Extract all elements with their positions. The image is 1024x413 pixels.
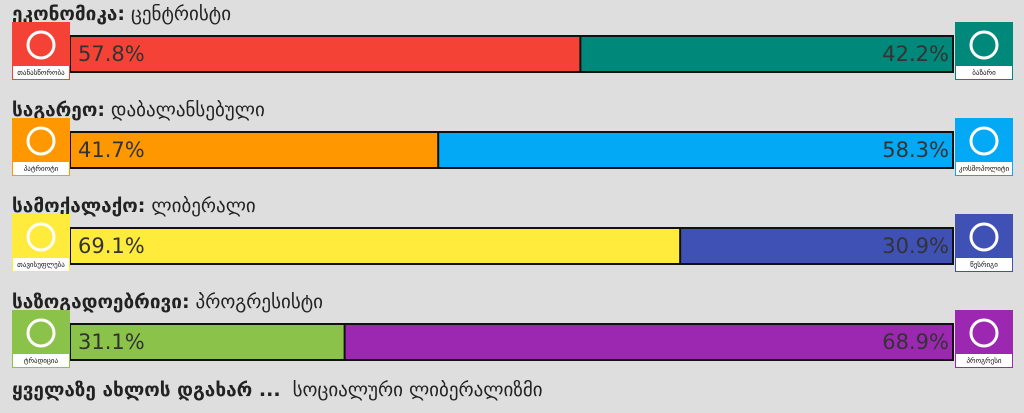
icon-label: თავისუფლება — [17, 261, 65, 269]
left-bar — [70, 228, 681, 264]
closest-ideology: სოციალური ლიბერალიზმი — [293, 379, 543, 401]
left-bar — [70, 324, 345, 360]
icon-label: ბაზარი — [972, 68, 996, 77]
axis-result: დაბალანსებული — [111, 99, 265, 121]
right-percent: 58.3% — [882, 138, 949, 162]
icon-symbol — [26, 30, 56, 60]
left-bar — [70, 132, 439, 168]
icon-symbol — [26, 222, 56, 252]
axis-title: საგარეო: დაბალანსებული — [12, 99, 265, 121]
icon-label: პატრიოტი — [24, 164, 59, 173]
icon-symbol — [26, 126, 56, 156]
icon-label-bg — [956, 258, 1012, 271]
axis-result: ლიბერალი — [151, 195, 255, 217]
icon-label-bg — [956, 354, 1012, 367]
axis-name: საზოგადოებრივი: — [12, 291, 190, 313]
icon-label: წესრიგი — [970, 260, 998, 269]
left-percent: 31.1% — [78, 330, 145, 354]
icon-label-bg — [956, 66, 1012, 79]
right-percent: 68.9% — [882, 330, 949, 354]
icon-label-bg — [13, 354, 69, 367]
icon-symbol — [969, 30, 999, 60]
right-bar — [344, 324, 953, 360]
icon-label: კოსმოპოლიტი — [959, 165, 1010, 173]
icon-label-bg — [13, 258, 69, 271]
axis-title: საზოგადოებრივი: პროგრესისტი — [12, 291, 323, 313]
icon-symbol — [969, 126, 999, 156]
axis-name: საგარეო: — [12, 99, 105, 121]
icon-label: პროგრესი — [966, 356, 1001, 365]
axis-result: პროგრესისტი — [196, 291, 323, 313]
axis-title: სამოქალაქო: ლიბერალი — [12, 195, 256, 217]
right-percent: 30.9% — [882, 234, 949, 258]
left-percent: 69.1% — [78, 234, 145, 258]
axis-result: ცენტრისტი — [131, 3, 231, 25]
closest-prefix: ყველაზე ახლოს დგახარ ... — [12, 379, 281, 401]
axis-name: ეკონომიკა: — [12, 3, 125, 25]
icon-symbol — [26, 318, 56, 348]
left-percent: 57.8% — [78, 42, 145, 66]
right-bar — [438, 132, 953, 168]
closest-match: ყველაზე ახლოს დგახარ ... სოციალური ლიბერ… — [12, 379, 543, 401]
axis-title: ეკონომიკა: ცენტრისტი — [12, 3, 231, 25]
right-bar — [680, 228, 953, 264]
icon-symbol — [969, 222, 999, 252]
right-percent: 42.2% — [882, 42, 949, 66]
icon-label-bg — [13, 162, 69, 175]
left-percent: 41.7% — [78, 138, 145, 162]
right-bar — [580, 36, 953, 72]
icon-label: თანასწორობა — [17, 68, 65, 77]
icon-label-bg — [13, 66, 69, 79]
left-bar — [70, 36, 581, 72]
axis-name: სამოქალაქო: — [12, 195, 145, 217]
icon-symbol — [969, 318, 999, 348]
icon-label: ტრადიცია — [24, 356, 59, 365]
icon-label-bg — [956, 162, 1012, 175]
